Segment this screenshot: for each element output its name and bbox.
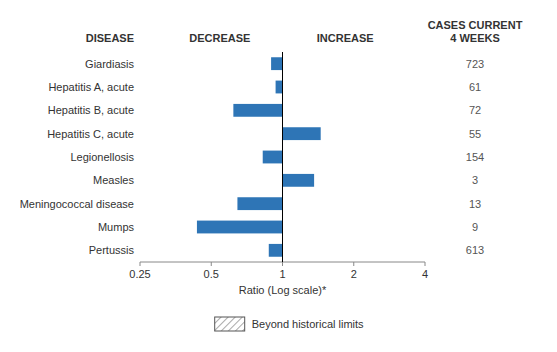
header: 4 WEEKS — [450, 32, 500, 44]
cases-label: 3 — [472, 174, 478, 186]
cases-label: 61 — [469, 81, 481, 93]
category-label: Mumps — [98, 221, 135, 233]
x-tick-label: 0.25 — [129, 268, 150, 280]
category-label: Measles — [93, 174, 134, 186]
cases-label: 13 — [469, 198, 481, 210]
cases-label: 72 — [469, 104, 481, 116]
header: INCREASE — [317, 32, 374, 44]
cases-label: 723 — [466, 58, 484, 70]
bar — [271, 57, 282, 70]
reference-line — [282, 52, 283, 262]
category-label: Hepatitis C, acute — [47, 128, 134, 140]
bar — [233, 104, 282, 117]
cases-label: 55 — [469, 128, 481, 140]
chart-container: 0.25 0.5 1 2 4 Ratio (Log scale)* Giardiasis He… — [0, 0, 557, 352]
x-tick-label: 1 — [279, 268, 285, 280]
bar — [263, 151, 283, 164]
header: CASES CURRENT — [428, 19, 523, 31]
bars — [197, 57, 321, 257]
cases-label: 154 — [466, 151, 484, 163]
legend-swatch — [215, 317, 245, 331]
x-tick — [353, 262, 354, 266]
bar — [237, 197, 282, 210]
header: DISEASE — [86, 32, 134, 44]
category-label: Legionellosis — [70, 151, 134, 163]
cases-label: 9 — [472, 221, 478, 233]
category-label: Hepatitis A, acute — [48, 81, 134, 93]
x-axis-label: Ratio (Log scale)* — [239, 284, 327, 296]
bar — [269, 244, 283, 257]
x-tick-label: 0.5 — [204, 268, 219, 280]
x-tick-label: 2 — [351, 268, 357, 280]
category-label: Hepatitis B, acute — [48, 104, 134, 116]
bar — [283, 174, 315, 187]
bar — [276, 81, 283, 94]
header: DECREASE — [189, 32, 250, 44]
x-tick-label: 4 — [422, 268, 428, 280]
x-tick — [211, 262, 212, 266]
cases-label: 613 — [466, 244, 484, 256]
legend-label: Beyond historical limits — [252, 318, 364, 330]
category-label: Giardiasis — [85, 58, 134, 70]
category-label: Pertussis — [89, 244, 135, 256]
chart-svg: 0.25 0.5 1 2 4 Ratio (Log scale)* Giardiasis He… — [0, 0, 557, 352]
bar — [197, 221, 283, 234]
x-tick — [425, 262, 426, 266]
x-tick — [282, 262, 283, 266]
bar — [283, 127, 321, 140]
x-tick — [140, 262, 141, 266]
category-label: Meningococcal disease — [20, 198, 134, 210]
